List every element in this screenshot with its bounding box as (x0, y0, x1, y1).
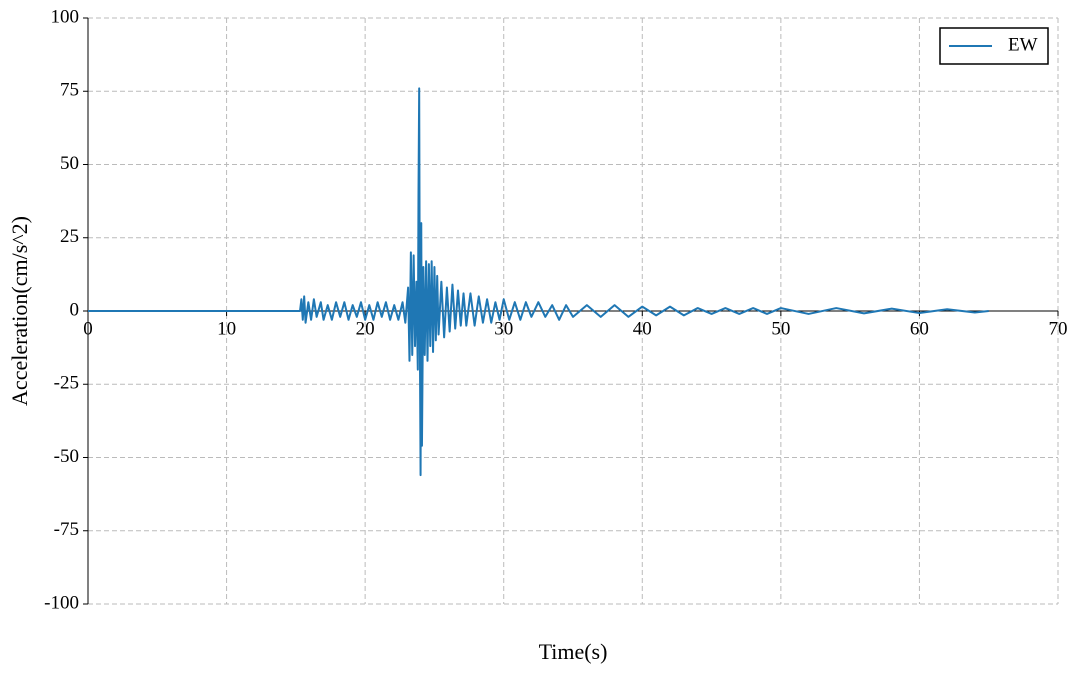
x-tick-label: 20 (356, 318, 375, 339)
data-line (88, 87, 989, 477)
x-axis-label: Time(s) (539, 639, 608, 664)
y-tick-label: 0 (70, 299, 80, 320)
x-tick-label: 50 (771, 318, 790, 339)
y-tick-label: 100 (51, 6, 80, 27)
x-tick-label: 60 (910, 318, 929, 339)
y-tick-label: -25 (54, 373, 79, 394)
y-tick-label: -50 (54, 446, 79, 467)
x-tick-label: 30 (494, 318, 513, 339)
y-tick-label: 50 (60, 153, 79, 174)
x-tick-label: 40 (633, 318, 652, 339)
y-tick-label: 25 (60, 226, 79, 247)
y-tick-label: -75 (54, 519, 79, 540)
legend-box (939, 27, 1049, 65)
legend-label: EW (1008, 34, 1038, 55)
x-tick-label: 10 (217, 318, 236, 339)
x-tick-label: 70 (1049, 318, 1068, 339)
y-tick-label: -100 (44, 592, 79, 613)
y-tick-label: 75 (60, 80, 79, 101)
y-axis-label: Acceleration(cm/s^2) (7, 216, 32, 406)
